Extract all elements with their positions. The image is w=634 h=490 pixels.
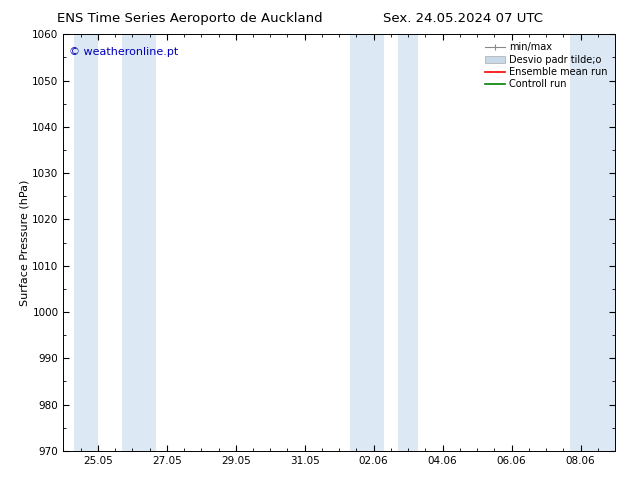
Legend: min/max, Desvio padr tilde;o, Ensemble mean run, Controll run: min/max, Desvio padr tilde;o, Ensemble m… — [482, 39, 610, 92]
Bar — [122, 34, 157, 451]
Text: © weatheronline.pt: © weatheronline.pt — [69, 47, 178, 57]
Bar — [570, 34, 615, 451]
Bar — [349, 34, 384, 451]
Bar — [74, 34, 98, 451]
Text: ENS Time Series Aeroporto de Auckland: ENS Time Series Aeroporto de Auckland — [58, 12, 323, 25]
Text: Sex. 24.05.2024 07 UTC: Sex. 24.05.2024 07 UTC — [383, 12, 543, 25]
Bar — [398, 34, 418, 451]
Y-axis label: Surface Pressure (hPa): Surface Pressure (hPa) — [20, 179, 30, 306]
